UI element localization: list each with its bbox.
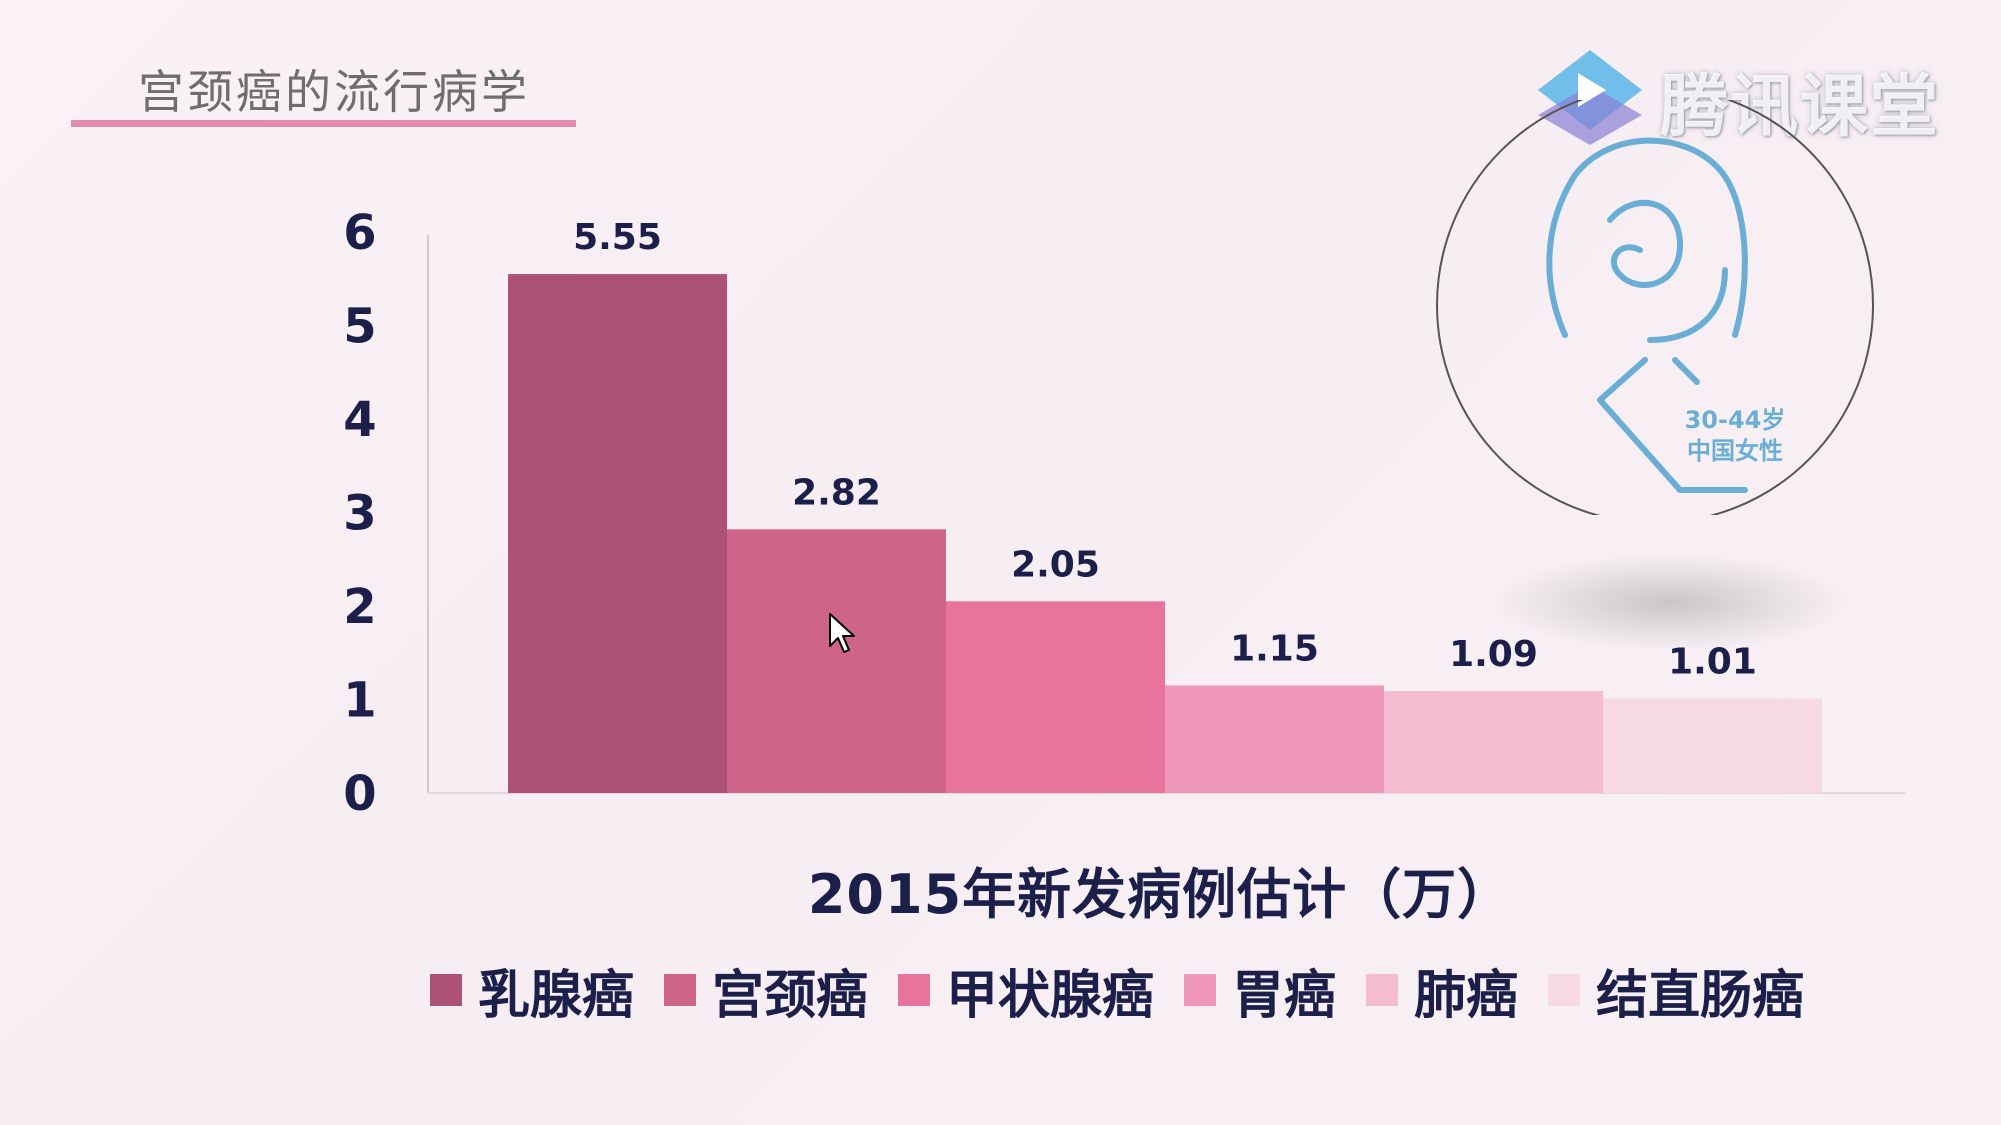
bar-value-label: 5.55 — [573, 217, 662, 258]
chart-xlabel: 2015年新发病例估计（万） — [807, 863, 1513, 926]
legend-swatch — [1184, 974, 1217, 1006]
y-tick-label: 0 — [343, 766, 376, 822]
legend-label: 宫颈癌 — [712, 965, 869, 1026]
legend-swatch — [664, 974, 697, 1006]
chart-legend: 乳腺癌 宫颈癌 甲状腺癌 胃癌 肺癌 结直肠癌 — [430, 953, 1834, 1028]
bar-value-label: 1.15 — [1230, 628, 1319, 669]
woman-outline-icon — [1436, 100, 1874, 515]
legend-label: 胃癌 — [1232, 965, 1337, 1026]
title-underline — [71, 120, 576, 127]
mouse-cursor-icon — [829, 613, 855, 653]
legend-label: 乳腺癌 — [478, 965, 635, 1026]
legend-swatch — [898, 974, 931, 1006]
women-age-badge: 30-44岁 中国女性 — [1435, 100, 1875, 515]
badge-text: 30-44岁 中国女性 — [1660, 405, 1810, 467]
badge-line-age: 30-44岁 — [1684, 406, 1786, 434]
y-tick-label: 1 — [343, 673, 376, 729]
smudge-decoration — [1495, 555, 1845, 650]
y-tick-label: 4 — [343, 392, 376, 448]
y-tick-label: 5 — [343, 299, 376, 355]
bar-4 — [1165, 685, 1384, 793]
badge-line-group: 中国女性 — [1687, 437, 1783, 465]
watermark-text: 腾讯课堂 — [1660, 68, 1941, 147]
tencent-classroom-watermark: 腾讯课堂 — [1530, 45, 1950, 155]
bar-3 — [946, 601, 1165, 793]
bar-2 — [727, 529, 946, 793]
play-logo-icon — [1538, 50, 1642, 145]
legend-item: 宫颈癌 — [664, 953, 868, 1028]
legend-label: 肺癌 — [1414, 965, 1519, 1026]
slide-title: 宫颈癌的流行病学 — [138, 65, 530, 119]
bar-value-label: 2.05 — [1011, 544, 1100, 585]
bar-6 — [1603, 698, 1822, 793]
bar-5 — [1384, 691, 1603, 793]
legend-item: 结直肠癌 — [1548, 953, 1804, 1028]
legend-item: 乳腺癌 — [430, 953, 634, 1028]
legend-item: 胃癌 — [1184, 953, 1336, 1028]
y-tick-label: 3 — [343, 486, 376, 542]
bar-value-label: 1.09 — [1449, 634, 1538, 675]
legend-item: 甲状腺癌 — [898, 953, 1154, 1028]
legend-swatch — [430, 974, 462, 1006]
y-tick-label: 2 — [343, 579, 376, 635]
legend-swatch — [1548, 974, 1581, 1006]
bar-value-label: 1.01 — [1668, 642, 1757, 683]
legend-swatch — [1366, 974, 1399, 1006]
y-tick-label: 6 — [343, 205, 376, 261]
bar-1 — [508, 274, 727, 793]
legend-item: 肺癌 — [1366, 953, 1518, 1028]
legend-label: 结直肠癌 — [1596, 965, 1805, 1026]
legend-label: 甲状腺癌 — [946, 965, 1155, 1026]
bar-value-label: 2.82 — [792, 472, 881, 513]
